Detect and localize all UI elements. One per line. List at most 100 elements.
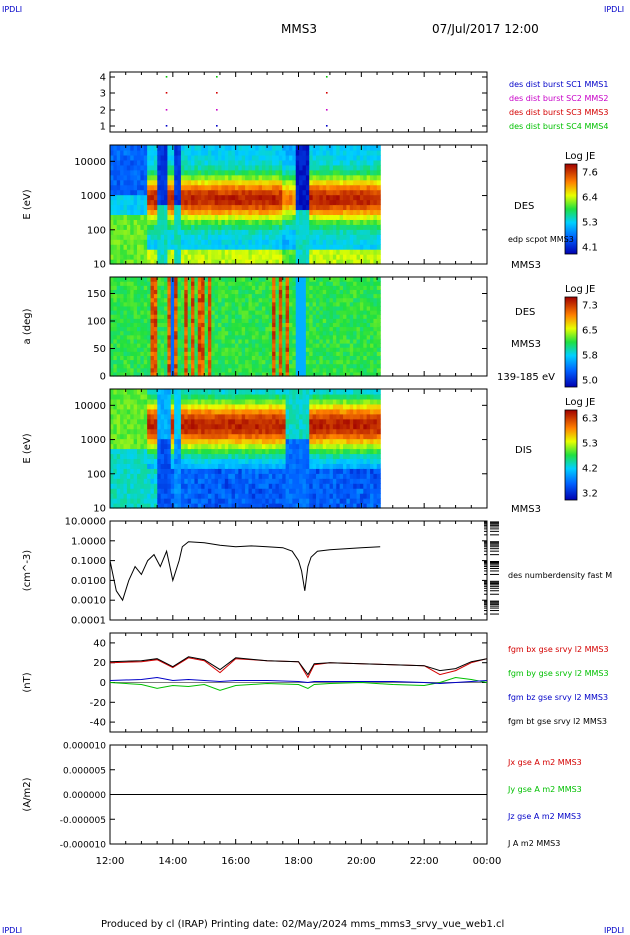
spectrogram-cell: [241, 408, 246, 415]
spectrogram-cell: [147, 423, 152, 430]
spectrogram-cell: [221, 229, 226, 235]
spectrogram-cell: [211, 314, 216, 319]
spectrogram-cell: [221, 164, 226, 171]
spectrogram-cell: [120, 209, 125, 216]
spectrogram-cell: [170, 204, 175, 211]
spectrogram-cell: [126, 254, 131, 260]
spectrogram-cell: [116, 403, 121, 410]
spectrogram-cell: [265, 403, 270, 410]
spectrogram-cell: [116, 184, 121, 191]
spectrogram-cell: [346, 310, 351, 315]
spectrogram-cell: [113, 249, 118, 255]
spectrogram-cell: [295, 367, 300, 373]
spectrogram-cell: [167, 371, 172, 377]
spectrogram-cell: [292, 277, 297, 282]
spectrogram-cell: [272, 338, 277, 344]
spectrogram-cell: [376, 355, 381, 361]
spectrogram-cell: [147, 483, 152, 489]
spectrogram-cell: [251, 214, 256, 220]
spectrogram-cell: [204, 438, 209, 445]
spectrogram-cell: [282, 194, 287, 201]
spectrogram-cell: [187, 330, 192, 336]
spectrogram-cell: [218, 194, 223, 201]
spectrogram-cell: [214, 478, 219, 484]
spectrogram-cell: [302, 289, 307, 295]
spectrogram-cell: [170, 234, 175, 240]
spectrogram-cell: [120, 326, 125, 332]
spectrogram-cell: [339, 355, 344, 361]
spectrogram-cell: [147, 498, 152, 504]
spectrogram-cell: [197, 438, 202, 445]
spectrogram-cell: [245, 438, 250, 445]
spectrogram-cell: [211, 398, 216, 405]
spectrogram-cell: [221, 498, 226, 504]
spectrogram-cell: [150, 483, 155, 489]
spectrogram-cell: [299, 371, 304, 377]
spectrogram-cell: [153, 164, 158, 171]
spectrogram-cell: [164, 234, 169, 240]
spectrogram-cell: [218, 189, 223, 196]
spectrogram-cell: [214, 199, 219, 206]
spectrogram-cell: [211, 498, 216, 504]
spectrogram-cell: [221, 204, 226, 211]
spectrogram-cell: [241, 209, 246, 216]
spectrogram-cell: [207, 318, 212, 323]
spectrogram-cell: [187, 154, 192, 161]
spectrogram-cell: [120, 443, 125, 450]
spectrogram-cell: [265, 413, 270, 420]
spectrogram-cell: [289, 164, 293, 171]
spectrogram-cell: [180, 194, 185, 201]
spectrogram-cell: [214, 194, 219, 201]
spectrogram-cell: [241, 289, 246, 295]
spectrogram-cell: [292, 249, 297, 255]
spectrogram-cell: [207, 289, 212, 295]
spectrogram-cell: [170, 164, 175, 171]
spectrogram-cell: [258, 179, 263, 186]
spectrogram-cell: [187, 458, 192, 464]
spectrogram-cell: [319, 174, 324, 181]
spectrogram-cell: [157, 224, 162, 230]
spectrogram-cell: [305, 371, 310, 377]
spectrogram-cell: [150, 478, 155, 484]
spectrogram-cell: [137, 189, 141, 196]
spectrogram-cell: [261, 359, 266, 365]
spectrogram-cell: [191, 468, 196, 474]
spectrogram-cell: [248, 249, 253, 255]
spectrogram-cell: [349, 249, 354, 255]
spectrogram-cell: [204, 483, 209, 489]
spectrogram-cell: [336, 209, 341, 216]
spectrogram-cell: [302, 318, 307, 323]
spectrogram-cell: [363, 293, 368, 299]
spectrogram-cell: [339, 314, 344, 319]
spectrogram-cell: [275, 314, 280, 319]
spectrogram-cell: [137, 199, 141, 206]
spectrogram-cell: [366, 174, 371, 181]
spectrogram-cell: [309, 281, 314, 286]
spectrogram-cell: [282, 322, 287, 328]
spectrogram-cell: [187, 318, 192, 323]
spectrogram-cell: [255, 174, 260, 181]
spectrogram-cell: [160, 318, 165, 323]
spectrogram-cell: [343, 363, 348, 369]
spectrogram-cell: [370, 305, 375, 311]
spectrogram-cell: [187, 428, 192, 435]
spectrogram-cell: [140, 194, 145, 201]
spectrogram-cell: [153, 443, 158, 450]
spectrogram-cell: [170, 458, 175, 464]
spectrogram-cell: [126, 145, 131, 151]
spectrogram-cell: [221, 318, 226, 323]
spectrogram-cell: [153, 154, 158, 161]
spectrogram-cell: [370, 249, 375, 255]
spectrogram-cell: [299, 330, 304, 336]
spectrogram-cell: [147, 174, 152, 181]
spectrogram-cell: [207, 443, 212, 450]
spectrogram-cell: [356, 305, 361, 311]
spectrogram-cell: [353, 209, 358, 216]
spectrogram-cell: [214, 438, 219, 445]
spectrogram-cell: [194, 428, 199, 435]
spectrogram-cell: [204, 214, 209, 220]
spectrogram-cell: [272, 254, 277, 260]
spectrogram-cell: [150, 363, 155, 369]
spectrogram-cell: [370, 301, 375, 307]
spectrogram-cell: [207, 224, 212, 230]
